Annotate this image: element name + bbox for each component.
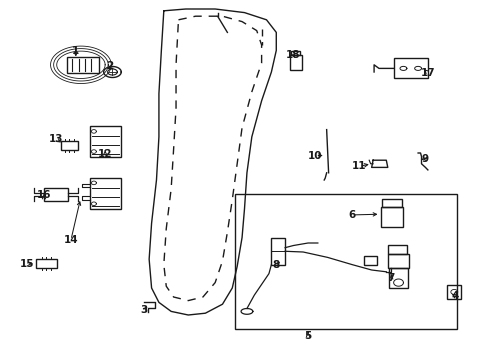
Text: 17: 17: [420, 68, 434, 78]
Text: 5: 5: [304, 330, 311, 341]
Text: 18: 18: [285, 50, 300, 60]
Text: 4: 4: [450, 291, 458, 301]
Bar: [393, 58, 427, 78]
Bar: [382, 199, 401, 207]
Bar: [289, 55, 301, 70]
Bar: [61, 141, 78, 150]
Text: 11: 11: [351, 161, 366, 171]
Text: 3: 3: [141, 305, 147, 315]
Text: 10: 10: [307, 150, 322, 161]
Text: 13: 13: [49, 134, 63, 144]
Text: 1: 1: [72, 46, 79, 56]
Bar: [36, 259, 57, 268]
Text: 7: 7: [386, 273, 394, 283]
Bar: [291, 51, 300, 55]
Bar: [387, 254, 408, 268]
Bar: [67, 57, 99, 73]
Bar: [388, 268, 407, 288]
Bar: [364, 256, 376, 265]
Text: 9: 9: [421, 154, 428, 164]
Bar: [271, 238, 285, 265]
Bar: [90, 126, 121, 157]
Bar: [44, 188, 68, 201]
Text: 6: 6: [348, 210, 355, 220]
Bar: [387, 245, 407, 254]
Text: 16: 16: [37, 190, 51, 200]
Text: 2: 2: [106, 60, 113, 71]
Text: 12: 12: [98, 149, 112, 159]
Bar: [447, 285, 460, 299]
Bar: [90, 178, 121, 209]
Text: 14: 14: [63, 235, 78, 245]
Text: 8: 8: [272, 260, 279, 270]
Bar: [381, 207, 403, 227]
Text: 15: 15: [20, 258, 34, 269]
Bar: [234, 194, 456, 329]
